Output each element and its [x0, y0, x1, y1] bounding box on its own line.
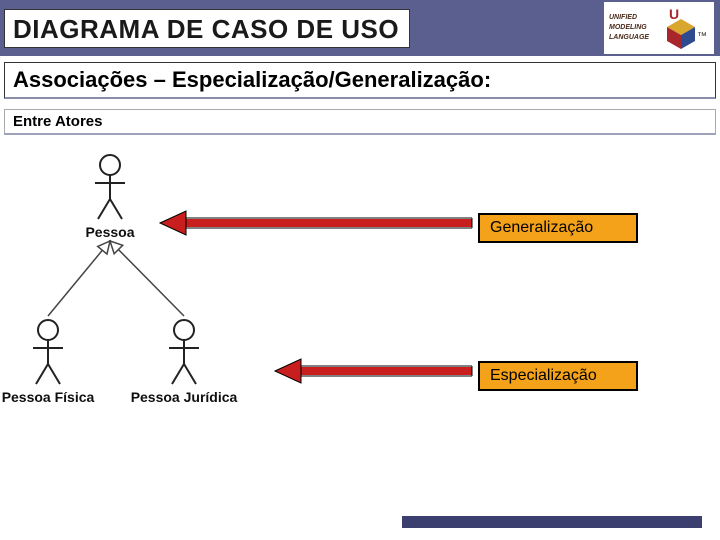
callout-generalizacao: Generalização — [478, 213, 638, 243]
svg-text:U: U — [669, 6, 679, 22]
logo-text-1: UNIFIED — [609, 14, 637, 21]
uml-logo: UNIFIED MODELING LANGUAGE U ™ — [604, 2, 714, 54]
edge-pessoa_fisica-pessoa — [48, 241, 110, 316]
diagram-area: Pessoa Pessoa Física Pessoa Jurídica Gener… — [0, 145, 720, 505]
edge-pessoa_juridica-pessoa — [110, 241, 184, 316]
section-label: Entre Atores — [4, 109, 716, 135]
logo-text-3: LANGUAGE — [609, 34, 649, 41]
actor-label-pessoa_juridica: Pessoa Jurídica — [131, 389, 238, 405]
actor-label-pessoa_fisica: Pessoa Física — [2, 389, 95, 405]
callout-arrow-generalizacao — [160, 211, 472, 235]
actor-diagram: Pessoa Pessoa Física Pessoa Jurídica — [0, 145, 720, 505]
svg-text:™: ™ — [697, 31, 707, 42]
actor-label-pessoa: Pessoa — [85, 224, 134, 240]
page-title: DIAGRAMA DE CASO DE USO — [4, 9, 410, 48]
actor-pessoa: Pessoa — [85, 155, 134, 240]
actor-pessoa_fisica: Pessoa Física — [2, 320, 95, 405]
title-bar: DIAGRAMA DE CASO DE USO UNIFIED MODELING… — [0, 0, 720, 56]
subtitle: Associações – Especialização/Generalizaç… — [4, 62, 716, 99]
callout-especializacao: Especialização — [478, 361, 638, 391]
logo-text-2: MODELING — [609, 24, 647, 31]
edge-arrowhead — [98, 241, 110, 254]
actor-pessoa_juridica: Pessoa Jurídica — [131, 320, 238, 405]
footer-accent — [402, 516, 702, 528]
callout-arrow-especializacao — [275, 359, 472, 383]
